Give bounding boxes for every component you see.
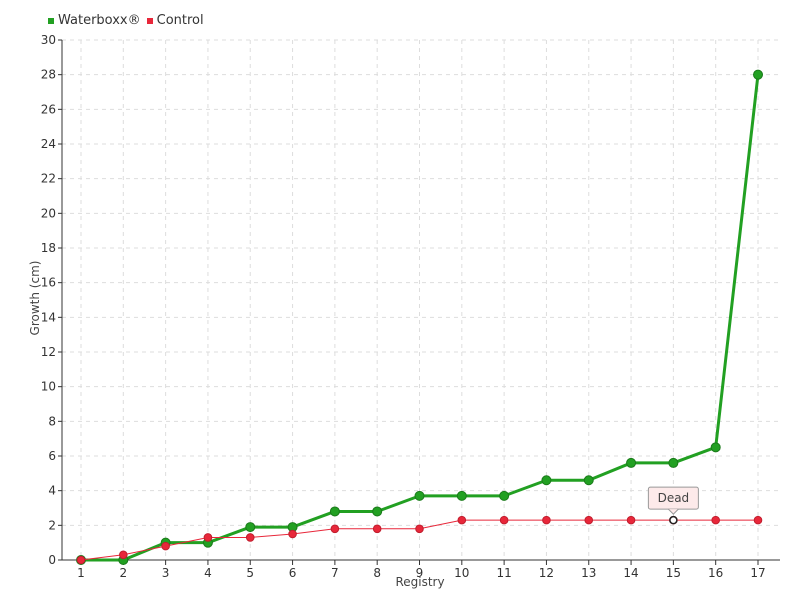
y-tick-label: 14 — [41, 310, 56, 324]
data-point-waterboxx — [626, 457, 637, 468]
x-tick-label: 7 — [331, 566, 339, 580]
data-point-waterboxx — [541, 475, 552, 486]
data-point-waterboxx — [414, 490, 425, 501]
data-point-control — [203, 533, 213, 542]
y-tick-label: 18 — [41, 241, 56, 255]
x-tick-label: 17 — [750, 566, 765, 580]
x-tick-label: 1 — [77, 566, 85, 580]
x-tick-label: 11 — [496, 566, 511, 580]
y-tick-label: 28 — [41, 68, 56, 82]
x-tick-label: 3 — [162, 566, 170, 580]
legend-item-waterboxx[interactable]: Waterboxx® — [48, 13, 141, 28]
legend-label-waterboxx: Waterboxx® — [58, 13, 141, 28]
y-tick-label: 8 — [48, 414, 56, 428]
data-point-control — [245, 533, 255, 542]
y-tick-label: 0 — [48, 553, 56, 567]
x-axis-title: Registry — [395, 575, 444, 589]
legend-item-control[interactable]: Control — [146, 13, 204, 28]
x-tick-label: 16 — [708, 566, 723, 580]
x-tick-label: 13 — [581, 566, 596, 580]
annotation-label: Dead — [658, 491, 690, 505]
y-axis-title: Growth (cm) — [28, 261, 42, 336]
data-point-control — [415, 524, 424, 534]
y-tick-label: 20 — [41, 206, 56, 220]
data-point-waterboxx — [710, 442, 721, 453]
data-point-control — [499, 515, 509, 525]
y-tick-label: 10 — [41, 380, 56, 394]
legend-swatch-control — [146, 17, 153, 24]
legend: Waterboxx® Control — [48, 13, 210, 28]
y-tick-label: 24 — [41, 137, 56, 151]
data-point-control — [76, 555, 86, 565]
annotation-marker — [669, 515, 678, 525]
data-point-control — [330, 524, 340, 534]
data-point-control — [626, 515, 636, 525]
data-point-waterboxx — [245, 522, 256, 533]
x-tick-label: 6 — [289, 566, 297, 580]
data-point-control — [119, 550, 128, 560]
legend-label-control: Control — [156, 13, 204, 28]
y-tick-label: 12 — [41, 345, 56, 359]
data-point-waterboxx — [372, 506, 383, 517]
grid-layer — [62, 39, 780, 560]
x-tick-label: 5 — [246, 566, 254, 580]
x-tick-label: 12 — [539, 566, 554, 580]
data-point-control — [288, 529, 297, 539]
data-point-control — [711, 515, 720, 525]
data-point-waterboxx — [668, 457, 679, 468]
data-point-waterboxx — [456, 490, 467, 501]
x-tick-label: 4 — [204, 566, 212, 580]
data-point-waterboxx — [499, 490, 510, 501]
x-tick-label: 14 — [623, 566, 638, 580]
data-point-control — [457, 515, 467, 525]
data-point-waterboxx — [583, 475, 594, 486]
y-tick-label: 4 — [48, 484, 56, 498]
data-point-control — [584, 515, 594, 525]
x-tick-label: 10 — [454, 566, 469, 580]
y-tick-label: 26 — [41, 102, 56, 116]
data-point-control — [372, 524, 382, 534]
legend-swatch-waterboxx — [48, 17, 54, 24]
data-point-waterboxx — [753, 69, 763, 80]
data-point-waterboxx — [329, 506, 340, 517]
x-tick-label: 15 — [666, 566, 681, 580]
y-tick-label: 30 — [41, 33, 56, 47]
annotation-layer: Dead — [647, 486, 699, 525]
x-tick-label: 8 — [373, 566, 381, 580]
y-tick-label: 16 — [41, 276, 56, 290]
x-tick-label: 9 — [416, 566, 424, 580]
y-tick-label: 6 — [48, 449, 56, 463]
y-tick-label: 2 — [48, 518, 56, 532]
y-tick-label: 22 — [41, 172, 56, 186]
x-tick-label: 2 — [119, 566, 127, 580]
data-point-control — [753, 515, 763, 525]
annotation-pointer — [668, 508, 679, 515]
data-point-control — [161, 541, 170, 551]
data-point-control — [542, 515, 551, 525]
